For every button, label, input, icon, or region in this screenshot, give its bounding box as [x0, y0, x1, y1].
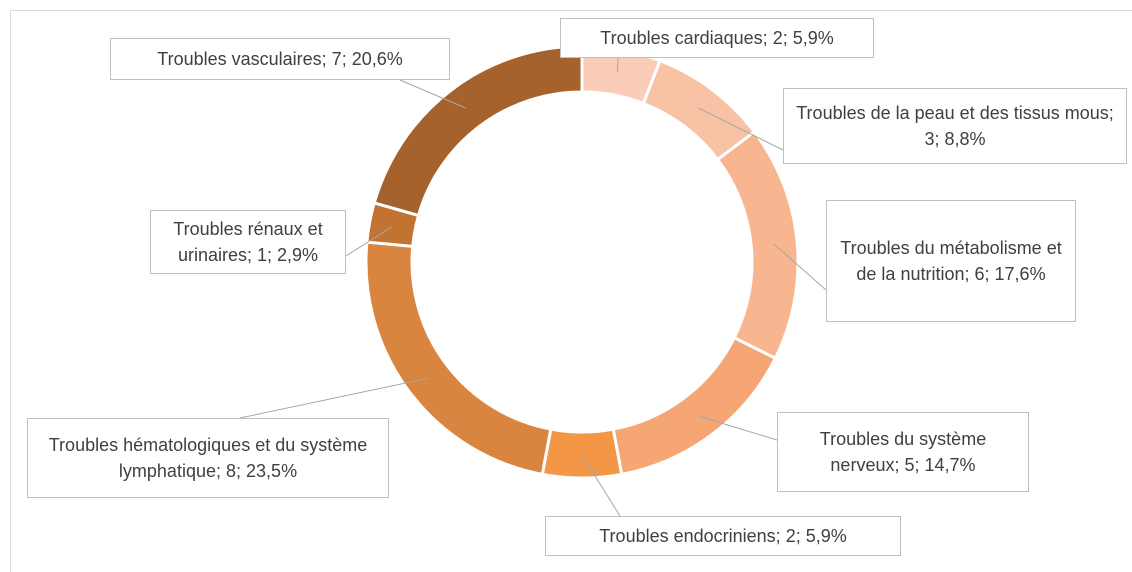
label-text: Troubles cardiaques; 2; 5,9%: [600, 25, 834, 51]
label-text: Troubles du système nerveux; 5; 14,7%: [786, 426, 1020, 478]
percent: 23,5%: [246, 461, 298, 481]
value: 2: [772, 28, 783, 48]
separator: ;: [1108, 103, 1119, 123]
percent: 8,8%: [944, 129, 986, 149]
label-text: Troubles hématologiques et du système ly…: [36, 432, 380, 484]
separator: ;: [964, 264, 975, 284]
leader-line: [616, 57, 619, 73]
separator: ;: [246, 245, 257, 265]
separator: ;: [341, 49, 352, 69]
label-text: Troubles de la peau et des tissus mous; …: [792, 100, 1118, 152]
data-label: Troubles vasculaires; 7; 20,6%: [110, 38, 450, 80]
percent: 20,6%: [351, 49, 403, 69]
percent: 14,7%: [924, 455, 976, 475]
value: 1: [256, 245, 267, 265]
leader-line: [581, 454, 621, 517]
leader-line: [698, 107, 784, 151]
leader-line: [773, 243, 827, 291]
value: 2: [785, 526, 796, 546]
separator: ;: [894, 455, 905, 475]
chart-border: [10, 10, 1132, 572]
separator: ;: [984, 264, 995, 284]
category: Troubles du système nerveux: [819, 429, 992, 475]
data-label: Troubles rénaux et urinaires; 1; 2,9%: [150, 210, 346, 274]
separator: ;: [762, 28, 773, 48]
donut-slice: [611, 335, 778, 477]
separator: ;: [934, 129, 945, 149]
separator: ;: [215, 461, 226, 481]
data-label: Troubles du système nerveux; 5; 14,7%: [777, 412, 1029, 492]
label-text: Troubles endocriniens; 2; 5,9%: [599, 523, 847, 549]
separator: ;: [321, 49, 332, 69]
percent: 5,9%: [792, 28, 834, 48]
data-label: Troubles de la peau et des tissus mous; …: [783, 88, 1127, 164]
donut-slice: [715, 129, 800, 361]
category: Troubles du métabolisme et de la nutriti…: [840, 238, 1067, 284]
separator: ;: [795, 526, 806, 546]
leader-line: [239, 377, 429, 419]
label-text: Troubles rénaux et urinaires; 1; 2,9%: [159, 216, 337, 268]
donut-slice: [540, 427, 624, 480]
value: 5: [904, 455, 915, 475]
data-label: Troubles endocriniens; 2; 5,9%: [545, 516, 901, 556]
percent: 17,6%: [994, 264, 1046, 284]
category: Troubles vasculaires: [157, 49, 322, 69]
data-label: Troubles cardiaques; 2; 5,9%: [560, 18, 874, 58]
category: Troubles cardiaques: [600, 28, 763, 48]
label-text: Troubles vasculaires; 7; 20,6%: [157, 46, 403, 72]
category: Troubles rénaux et urinaires: [173, 219, 328, 265]
separator: ;: [782, 28, 793, 48]
value: 3: [924, 129, 935, 149]
value: 8: [226, 461, 237, 481]
separator: ;: [775, 526, 786, 546]
separator: ;: [914, 455, 925, 475]
category: Troubles hématologiques et du système ly…: [48, 435, 373, 481]
value: 7: [331, 49, 342, 69]
separator: ;: [267, 245, 278, 265]
percent: 2,9%: [277, 245, 319, 265]
value: 6: [974, 264, 985, 284]
leader-line: [345, 226, 393, 257]
separator: ;: [236, 461, 247, 481]
donut-slice: [364, 240, 553, 477]
leader-line: [399, 79, 466, 109]
leader-line: [698, 415, 778, 441]
percent: 5,9%: [805, 526, 847, 546]
data-label: Troubles hématologiques et du système ly…: [27, 418, 389, 498]
category: Troubles endocriniens: [599, 526, 776, 546]
label-text: Troubles du métabolisme et de la nutriti…: [835, 235, 1067, 287]
category: Troubles de la peau et des tissus mous: [796, 103, 1109, 123]
data-label: Troubles du métabolisme et de la nutriti…: [826, 200, 1076, 322]
